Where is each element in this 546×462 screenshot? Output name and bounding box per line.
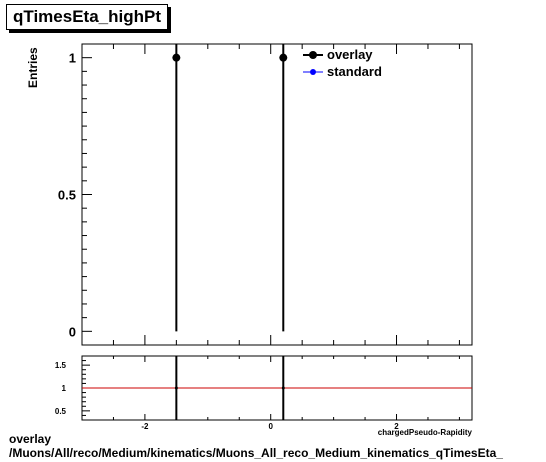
legend: overlay standard	[303, 47, 382, 79]
main-plot-frame	[81, 43, 473, 346]
main-axis-ticks: 00.51	[58, 44, 460, 345]
ratio-data	[82, 356, 472, 420]
main-plot-border	[81, 43, 473, 346]
ratio-x-tick-label: -2	[141, 422, 149, 431]
y-tick-label: 0.5	[58, 188, 76, 203]
ratio-x-tick-label: 0	[268, 422, 273, 431]
ratio-y-tick-label: 1	[62, 384, 67, 393]
ratio-point	[281, 386, 285, 390]
ratio-point	[174, 386, 178, 390]
main-data-points	[172, 44, 288, 332]
legend-label-overlay: overlay	[327, 47, 373, 62]
x-axis-label: chargedPseudo-Rapidity	[378, 428, 473, 437]
chart-title: qTimesEta_highPt	[6, 4, 168, 30]
overlay-data-point	[279, 53, 288, 62]
ratio-y-tick-label: 1.5	[55, 361, 67, 370]
overlay-data-point	[172, 53, 181, 62]
y-tick-label: 1	[69, 51, 76, 66]
ratio-y-tick-label: 0.5	[55, 407, 67, 416]
y-axis-label: Entries	[26, 47, 40, 88]
legend-label-standard: standard	[327, 64, 382, 79]
ratio-axis-ticks: -2 0 2 0.5 1 1.5	[55, 355, 460, 431]
ratio-x-tick-label: 2	[394, 422, 399, 431]
legend-marker-overlay	[309, 51, 317, 59]
footer-line-1: overlay	[9, 432, 52, 446]
legend-marker-standard	[310, 69, 316, 75]
footer-line-2: /Muons/All/reco/Medium/kinematics/Muons_…	[9, 446, 503, 460]
y-tick-label: 0	[69, 324, 76, 339]
